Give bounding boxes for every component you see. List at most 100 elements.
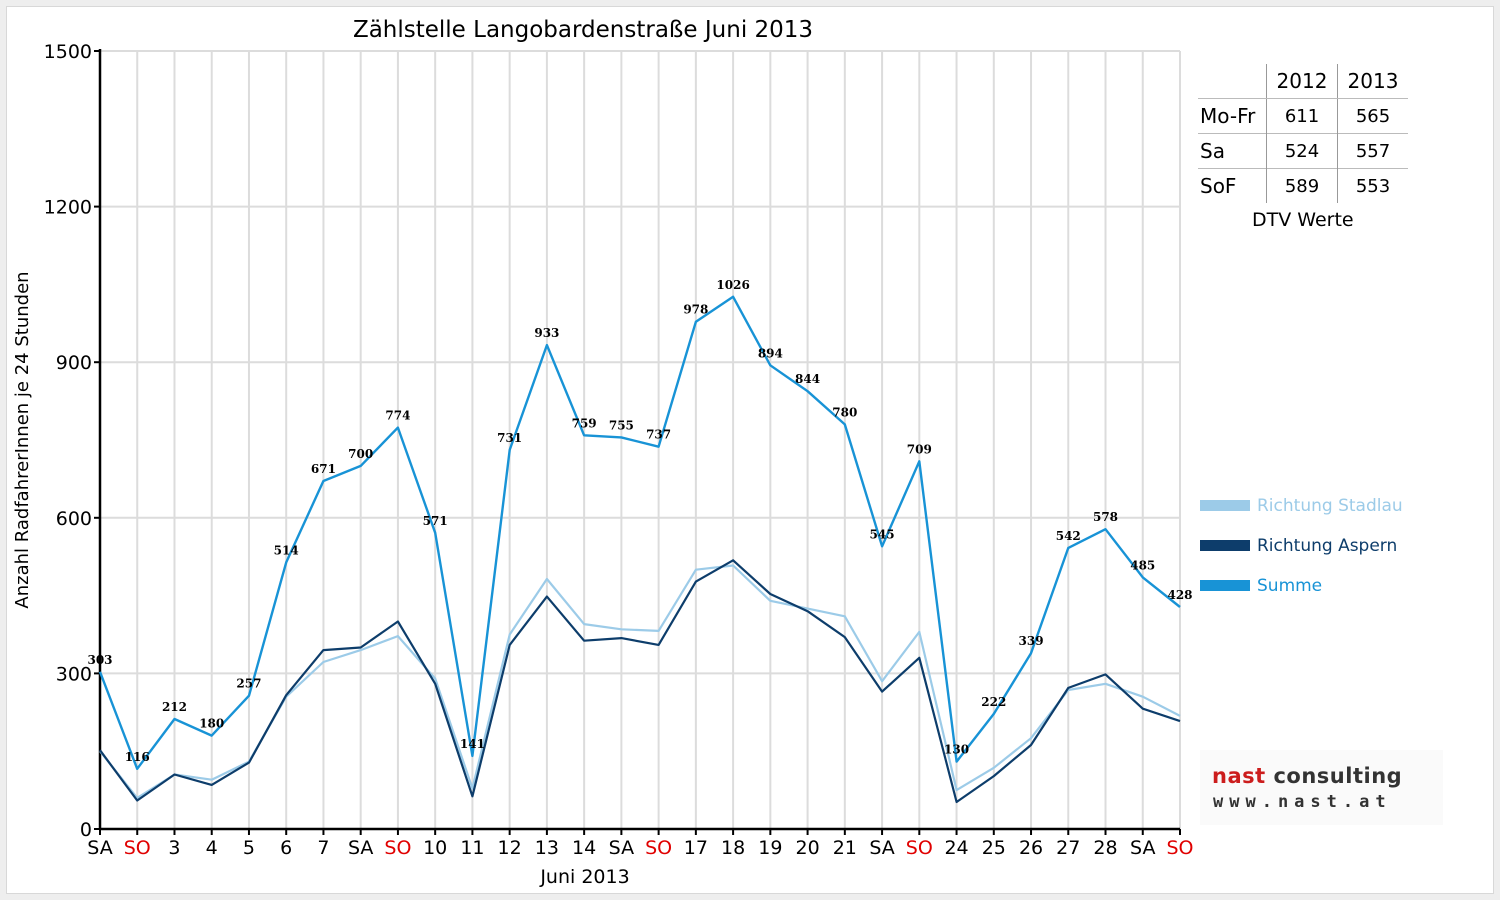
data-label: 141 xyxy=(460,737,485,751)
nast-consulting-logo: nast consulting www.nast.at xyxy=(1200,750,1443,825)
data-label: 303 xyxy=(87,653,112,667)
legend: Richtung Stadlau Richtung Aspern Summe xyxy=(1200,496,1403,596)
dtv-row-mofr: Mo-Fr 611 565 xyxy=(1198,98,1408,134)
x-tick-label: 20 xyxy=(795,837,819,859)
data-label: 514 xyxy=(274,543,299,557)
data-label: 844 xyxy=(795,372,820,386)
x-tick-label: SA xyxy=(869,837,894,859)
dtv-cell-2012: 589 xyxy=(1266,168,1338,203)
y-axis-label: Anzahl RadfahrerInnen je 24 Stunden xyxy=(12,271,33,608)
series-layer xyxy=(98,295,1181,804)
series-line-stadlau xyxy=(99,564,1181,800)
data-label: 774 xyxy=(385,409,410,423)
dtv-cell-2013: 565 xyxy=(1355,105,1391,127)
x-tick-label: SO xyxy=(124,837,151,859)
tick-labels: 0 300 600 900 1200 1500 SA SO 3 4 5 6 7 SA SO 10 11 12 13 1… xyxy=(44,41,1194,859)
dtv-row-sof: SoF 589 553 xyxy=(1198,168,1408,203)
data-label: 759 xyxy=(572,416,597,430)
dtv-header-2013: 2013 xyxy=(1337,64,1408,99)
x-tick-label: 12 xyxy=(498,837,522,859)
dtv-cell-2013: 553 xyxy=(1337,168,1408,203)
dtv-row-label: SoF xyxy=(1198,168,1267,203)
x-tick-label: 4 xyxy=(206,837,218,859)
data-label: 116 xyxy=(125,750,150,764)
data-label: 709 xyxy=(907,442,932,456)
x-tick-label: SO xyxy=(645,837,672,859)
x-tick-label: SA xyxy=(348,837,373,859)
x-tick-label: SA xyxy=(1130,837,1155,859)
x-tick-label: 6 xyxy=(280,837,292,859)
dtv-header-empty xyxy=(1198,64,1267,99)
legend-label-stadlau: Richtung Stadlau xyxy=(1257,496,1403,516)
x-tick-label: 18 xyxy=(721,837,745,859)
x-tick-label: 24 xyxy=(944,837,968,859)
x-tick-label: SA xyxy=(87,837,112,859)
y-tick-label: 600 xyxy=(56,508,92,530)
x-tick-label: SO xyxy=(384,837,411,859)
grid-lines xyxy=(100,50,1181,829)
data-label: 571 xyxy=(423,514,448,528)
x-tick-label: 7 xyxy=(317,837,329,859)
data-label: 578 xyxy=(1093,510,1118,524)
dtv-header-2012: 2012 xyxy=(1266,64,1338,99)
dtv-cell-2013: 557 xyxy=(1337,133,1408,169)
dtv-row-label: Sa xyxy=(1198,133,1267,169)
x-tick-label: 27 xyxy=(1056,837,1080,859)
y-tick-label: 1500 xyxy=(44,41,92,63)
dtv-row-sa: Sa 524 557 xyxy=(1198,133,1408,169)
x-tick-label: 26 xyxy=(1019,837,1043,859)
dtv-caption: DTV Werte xyxy=(1252,209,1354,231)
data-label: 780 xyxy=(832,405,857,419)
legend-label-summe: Summe xyxy=(1257,576,1322,596)
data-label: 222 xyxy=(981,695,1006,709)
x-tick-label: 13 xyxy=(535,837,559,859)
dtv-cell-2012: 611 xyxy=(1266,98,1338,134)
y-tick-label: 1200 xyxy=(44,197,92,219)
y-tick-label: 900 xyxy=(56,352,92,374)
data-label: 933 xyxy=(534,326,559,340)
data-label: 700 xyxy=(348,447,373,461)
legend-label-aspern: Richtung Aspern xyxy=(1257,536,1397,556)
x-tick-label: 11 xyxy=(460,837,484,859)
data-label: 1026 xyxy=(716,278,749,292)
data-label: 485 xyxy=(1130,558,1155,572)
x-tick-label: 5 xyxy=(243,837,255,859)
data-label: 542 xyxy=(1056,529,1081,543)
x-tick-label: SO xyxy=(906,837,933,859)
logo-consulting: consulting xyxy=(1265,764,1403,788)
x-tick-label: 19 xyxy=(758,837,782,859)
data-label: 545 xyxy=(870,527,895,541)
series-line-aspern xyxy=(99,559,1181,804)
data-label: 339 xyxy=(1019,634,1044,648)
x-tick-label: 28 xyxy=(1093,837,1117,859)
axes xyxy=(94,49,1181,835)
data-label: 671 xyxy=(311,462,336,476)
data-labels: 303 116 212 180 257 514 671 700 774 571 141 731 933 7… xyxy=(87,278,1192,764)
data-label: 731 xyxy=(497,431,522,445)
data-label: 257 xyxy=(236,677,261,691)
x-tick-label: SA xyxy=(609,837,634,859)
dtv-table: 2012 2013 Mo-Fr 611 565 Sa 524 557 SoF 5… xyxy=(1198,64,1408,203)
legend-swatch-summe xyxy=(1200,580,1250,591)
x-tick-label: 14 xyxy=(572,837,596,859)
data-label: 428 xyxy=(1167,588,1192,602)
dtv-row-label: Mo-Fr xyxy=(1200,104,1256,128)
data-label: 978 xyxy=(683,303,708,317)
logo-wordmark: nast consulting xyxy=(1212,764,1402,788)
data-label: 212 xyxy=(162,700,187,714)
legend-swatch-stadlau xyxy=(1200,500,1250,511)
data-label: 737 xyxy=(646,428,671,442)
series-line-summe xyxy=(98,295,1181,770)
dtv-header-row: 2012 2013 xyxy=(1198,64,1408,99)
data-label: 180 xyxy=(199,717,224,731)
x-tick-label: 25 xyxy=(982,837,1006,859)
data-label: 755 xyxy=(609,418,634,432)
chart-title: Zählstelle Langobardenstraße Juni 2013 xyxy=(353,17,813,43)
x-axis-label: Juni 2013 xyxy=(539,866,629,888)
x-tick-label: 10 xyxy=(423,837,447,859)
data-label: 130 xyxy=(944,743,969,757)
y-tick-label: 0 xyxy=(80,819,92,841)
x-tick-label: 17 xyxy=(684,837,708,859)
logo-nast: nast xyxy=(1212,764,1266,788)
